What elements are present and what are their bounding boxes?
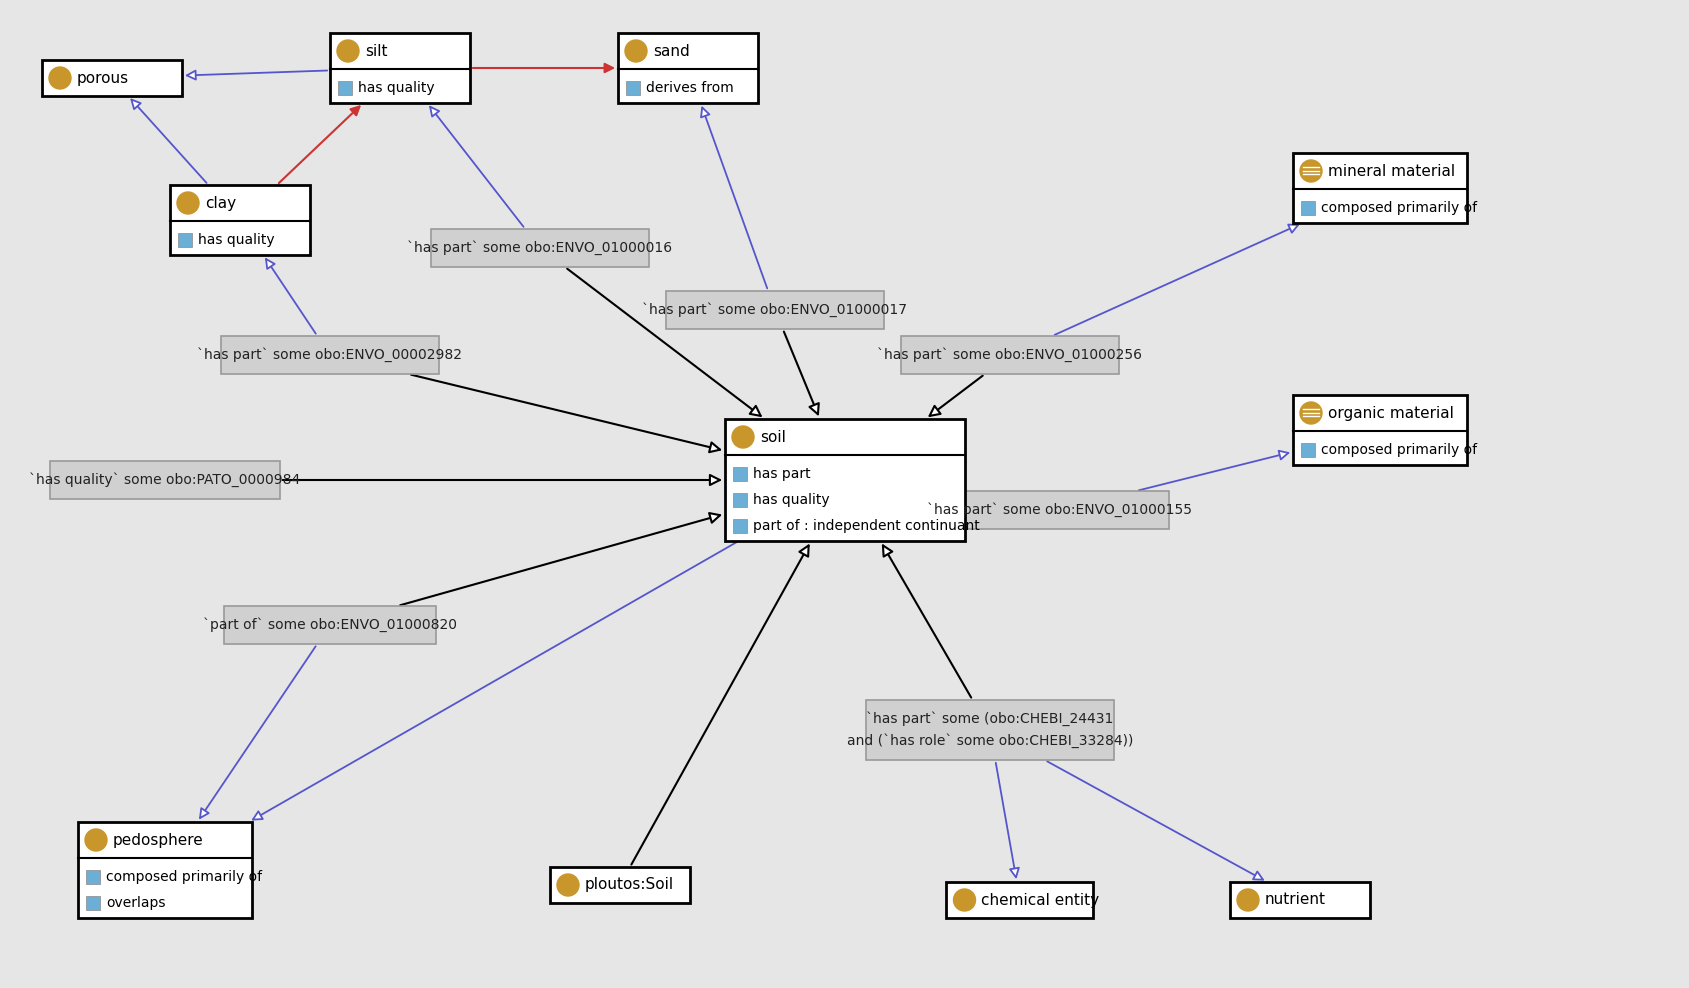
Circle shape <box>84 829 106 851</box>
Bar <box>951 491 1169 529</box>
Bar <box>900 336 1118 374</box>
Text: has quality: has quality <box>198 233 275 247</box>
Text: part of : independent continuant: part of : independent continuant <box>753 519 980 533</box>
Circle shape <box>49 67 71 89</box>
Text: `has part` some obo:ENVO_01000017: `has part` some obo:ENVO_01000017 <box>642 302 907 317</box>
Text: chemical entity: chemical entity <box>981 892 1100 908</box>
Text: sand: sand <box>652 43 689 58</box>
Text: has part: has part <box>753 467 811 481</box>
Text: `part of` some obo:ENVO_01000820: `part of` some obo:ENVO_01000820 <box>203 618 456 632</box>
Text: and (`has role` some obo:CHEBI_33284)): and (`has role` some obo:CHEBI_33284)) <box>846 734 1133 748</box>
Bar <box>78 822 252 918</box>
Bar <box>329 33 470 103</box>
Text: `has quality` some obo:PATO_0000984: `has quality` some obo:PATO_0000984 <box>29 472 301 487</box>
Text: `has part` some obo:ENVO_01000155: `has part` some obo:ENVO_01000155 <box>927 503 1192 518</box>
Text: composed primarily of: composed primarily of <box>106 870 262 884</box>
Text: pedosphere: pedosphere <box>113 833 204 848</box>
Text: `has part` some obo:ENVO_00002982: `has part` some obo:ENVO_00002982 <box>198 348 463 363</box>
Circle shape <box>336 40 358 62</box>
Bar <box>1230 882 1370 918</box>
Text: has quality: has quality <box>358 81 434 95</box>
Text: organic material: organic material <box>1328 405 1453 421</box>
Bar <box>51 461 280 499</box>
Circle shape <box>1299 402 1321 424</box>
Circle shape <box>557 874 579 896</box>
Bar <box>221 336 439 374</box>
Text: `has part` some obo:ENVO_01000016: `has part` some obo:ENVO_01000016 <box>407 241 672 255</box>
Text: porous: porous <box>78 70 128 86</box>
Bar <box>86 896 100 910</box>
Bar <box>177 233 193 247</box>
Bar <box>865 700 1113 760</box>
Bar <box>733 493 747 507</box>
Text: has quality: has quality <box>753 493 829 507</box>
Bar <box>225 606 436 644</box>
Bar <box>431 229 649 267</box>
Circle shape <box>731 426 753 448</box>
Bar <box>549 867 689 903</box>
Text: mineral material: mineral material <box>1328 163 1454 179</box>
Text: composed primarily of: composed primarily of <box>1321 443 1476 457</box>
Text: silt: silt <box>365 43 387 58</box>
Text: composed primarily of: composed primarily of <box>1321 201 1476 215</box>
Bar <box>665 291 883 329</box>
Text: `has part` some obo:ENVO_01000256: `has part` some obo:ENVO_01000256 <box>877 348 1142 363</box>
Circle shape <box>177 192 199 214</box>
Bar <box>733 467 747 481</box>
Bar <box>1301 443 1314 457</box>
Bar <box>1292 153 1466 223</box>
Bar <box>946 882 1093 918</box>
Circle shape <box>953 889 975 911</box>
Text: ploutos:Soil: ploutos:Soil <box>584 877 674 892</box>
Bar <box>733 519 747 533</box>
Circle shape <box>1299 160 1321 182</box>
Bar <box>1301 201 1314 215</box>
Text: `has part` some (obo:CHEBI_24431: `has part` some (obo:CHEBI_24431 <box>866 711 1113 726</box>
Bar <box>338 81 351 95</box>
Circle shape <box>625 40 647 62</box>
Circle shape <box>1236 889 1258 911</box>
Bar <box>618 33 758 103</box>
Text: nutrient: nutrient <box>1265 892 1326 908</box>
Text: soil: soil <box>760 430 785 445</box>
Text: derives from: derives from <box>645 81 733 95</box>
Bar <box>171 185 309 255</box>
Bar <box>42 60 182 96</box>
Bar <box>86 870 100 884</box>
Text: overlaps: overlaps <box>106 896 166 910</box>
Text: clay: clay <box>204 196 236 210</box>
Bar <box>1292 395 1466 465</box>
Bar <box>725 419 964 541</box>
Bar <box>625 81 640 95</box>
